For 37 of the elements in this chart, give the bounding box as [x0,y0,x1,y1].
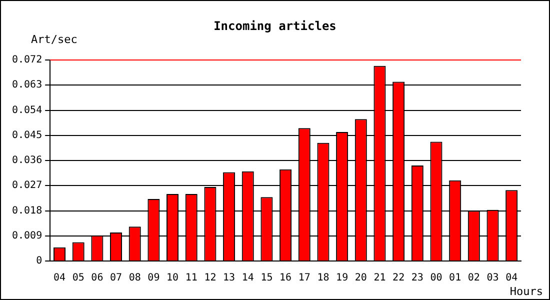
x-tick-label: 04 [53,272,66,284]
chart-title: Incoming articles [212,19,338,33]
y-tick-label: 0.063 [12,80,42,91]
x-tick-label: 21 [374,272,386,284]
y-tick-label: 0.009 [12,230,42,242]
x-tick-label: 15 [260,272,273,284]
y-tick-label: 0.045 [12,130,42,141]
x-tick-label: 04 [506,272,518,284]
x-tick-label: 11 [185,272,198,284]
y-tick-label: 0 [36,256,42,267]
x-tick-label: 12 [204,272,216,284]
x-tick-label: 23 [411,272,424,284]
y-tick-label: 0.054 [12,104,42,116]
x-tick-label: 20 [354,272,367,284]
x-tick-label: 03 [486,272,499,284]
x-tick-label: 19 [336,272,348,284]
x-tick-label: 14 [242,272,254,284]
x-tick-label: 10 [166,272,179,284]
y-tick-label: 0.072 [12,54,42,66]
x-tick-label: 00 [430,272,442,284]
x-tick-label: 02 [468,272,480,284]
x-tick-label: 16 [280,272,292,284]
y-axis-title: Art/sec [31,33,78,46]
y-tick-label: 0.027 [12,180,42,192]
x-tick-label: 01 [449,272,462,284]
x-tick-label: 18 [317,272,330,284]
x-tick-label: 17 [298,272,310,284]
x-axis-title: Hours [510,285,543,298]
x-tick-label: 09 [148,272,160,284]
x-tick-label: 22 [392,272,405,284]
x-tick-label: 06 [91,272,104,284]
x-tick-label: 07 [110,272,122,284]
x-tick-label: 13 [223,272,236,284]
y-tick-label: 0.036 [12,155,42,166]
y-tick-label: 0.018 [12,205,42,216]
x-tick-label: 08 [128,272,141,284]
x-tick-label: 05 [72,272,84,284]
